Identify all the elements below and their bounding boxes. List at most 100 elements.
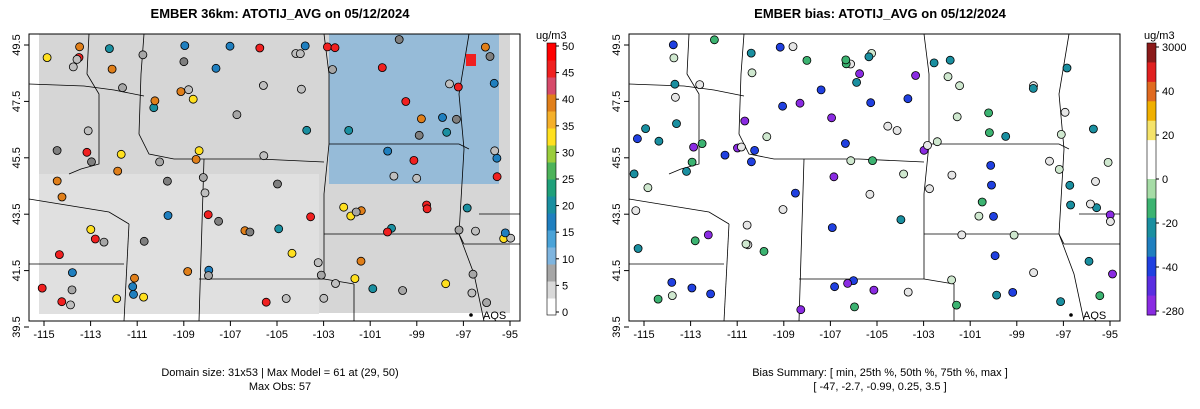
- station-marker: [377, 63, 387, 72]
- station-marker: [471, 226, 480, 236]
- station-marker: [1066, 200, 1076, 210]
- station-marker: [489, 78, 499, 88]
- station-marker: [188, 94, 198, 104]
- station-marker: [1056, 297, 1066, 307]
- colorbar-tick-label: 20: [562, 201, 574, 213]
- x-tick-label: -95: [502, 329, 518, 341]
- x-tick-label: -99: [1009, 329, 1025, 341]
- station-marker: [180, 41, 190, 50]
- station-marker: [414, 130, 424, 140]
- station-marker: [775, 42, 785, 52]
- state-border: [923, 33, 930, 234]
- station-marker: [629, 169, 639, 179]
- colorbar-tick-label: 40: [1162, 86, 1174, 98]
- station-marker: [86, 225, 96, 234]
- station-marker: [66, 300, 75, 310]
- station-marker: [990, 251, 1000, 261]
- station-marker: [667, 277, 677, 287]
- state-border: [1058, 33, 1070, 235]
- station-marker: [1065, 180, 1075, 190]
- x-tick-label: -97: [1055, 329, 1071, 341]
- station-marker: [259, 151, 269, 161]
- station-marker: [742, 220, 752, 230]
- station-marker: [746, 157, 756, 167]
- station-marker: [273, 179, 282, 189]
- left-colorbar-units: ug/m3: [536, 30, 567, 42]
- station-marker: [57, 192, 67, 202]
- station-marker: [313, 258, 323, 268]
- station-marker: [179, 57, 189, 67]
- station-marker: [198, 173, 208, 182]
- station-marker: [42, 53, 52, 62]
- field-patch-low: [39, 174, 319, 314]
- state-border: [924, 233, 1065, 245]
- colorbar-segment: [1147, 140, 1156, 161]
- station-marker: [438, 113, 447, 122]
- station-marker: [162, 176, 172, 186]
- station-marker: [107, 64, 117, 74]
- station-marker: [68, 268, 77, 278]
- station-marker: [1045, 156, 1054, 166]
- station-marker: [287, 248, 297, 258]
- station-marker: [482, 298, 492, 308]
- station-marker: [319, 293, 329, 303]
- station-marker: [441, 279, 451, 289]
- station-marker: [669, 53, 679, 63]
- y-tick-label: 45.5: [11, 147, 23, 168]
- colorbar: 0 5 10 15 20 25 30 35 40 45 50: [546, 41, 574, 319]
- colorbar-segment: [547, 247, 556, 265]
- colorbar-tick-label: 0: [562, 307, 568, 319]
- station-marker: [947, 275, 957, 285]
- colorbar-segment: [1147, 179, 1156, 199]
- right-caption-summary: Bias Summary: [ min, 25th %, 50th %, 75t…: [752, 367, 1008, 379]
- station-marker: [843, 278, 853, 288]
- station-marker: [672, 119, 681, 128]
- colorbar-segment: [547, 162, 556, 180]
- station-marker: [695, 80, 705, 89]
- station-marker: [827, 223, 837, 233]
- state-border: [628, 198, 730, 225]
- left-caption-maxobs: Max Obs: 57: [248, 381, 312, 393]
- left-caption-domain: Domain size: 31x53 | Max Model = 61 at (…: [161, 367, 399, 379]
- station-marker: [394, 35, 404, 44]
- station-marker: [128, 282, 138, 292]
- station-marker: [331, 279, 340, 288]
- x-tick-label: -109: [173, 329, 195, 341]
- station-marker: [55, 250, 64, 260]
- station-marker: [442, 127, 452, 137]
- x-tick-label: -113: [80, 329, 101, 341]
- colorbar-tick-label: 35: [562, 121, 574, 133]
- station-marker: [214, 216, 224, 226]
- plot-frame: [28, 33, 521, 322]
- x-tick-label: -97: [455, 329, 471, 341]
- station-marker: [339, 202, 349, 212]
- colorbar-segment: [547, 230, 556, 248]
- station-marker: [454, 225, 464, 235]
- x-tick-label: -101: [959, 329, 981, 341]
- aqs-marker: [1069, 313, 1073, 317]
- colorbar-segment: [1147, 276, 1156, 297]
- station-marker: [790, 188, 800, 198]
- station-marker: [255, 43, 265, 53]
- y-tick-label: 49.5: [611, 34, 623, 55]
- station-marker: [468, 269, 478, 279]
- station-marker: [720, 150, 730, 160]
- state-border: [123, 223, 130, 322]
- y-tick-label: 41.5: [611, 260, 623, 281]
- colorbar-segment: [547, 179, 556, 197]
- station-marker: [747, 68, 757, 78]
- station-marker: [350, 274, 360, 284]
- colorbar-segment: [547, 213, 556, 231]
- station-marker: [1056, 129, 1066, 139]
- station-marker: [952, 112, 962, 122]
- colorbar-segment: [1147, 237, 1156, 258]
- station-marker: [788, 42, 798, 51]
- state-border: [799, 278, 955, 285]
- x-tick-label: -103: [313, 329, 335, 341]
- left-map-title: EMBER 36km: ATOTIJ_AVG on 05/12/2024: [150, 6, 410, 21]
- station-marker: [383, 227, 392, 237]
- colorbar-segment: [1147, 62, 1156, 83]
- right-map-title: EMBER bias: ATOTIJ_AVG on 05/12/2024: [754, 6, 1006, 21]
- station-marker: [795, 98, 805, 108]
- x-tick-label: -113: [680, 329, 701, 341]
